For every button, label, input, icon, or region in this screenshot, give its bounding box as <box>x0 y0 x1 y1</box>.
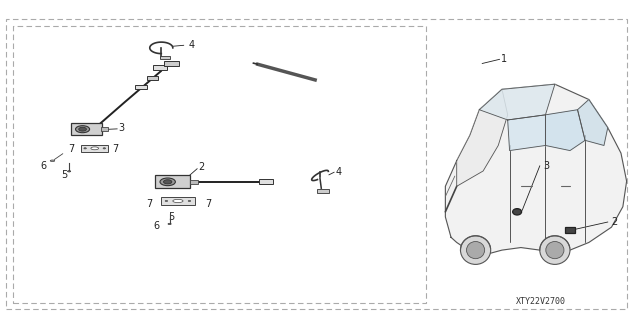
Bar <box>164 61 179 65</box>
Ellipse shape <box>188 200 191 202</box>
Bar <box>161 197 195 205</box>
Text: 6: 6 <box>153 221 159 232</box>
Bar <box>71 123 102 135</box>
Bar <box>190 180 198 184</box>
Bar <box>81 145 108 152</box>
Text: 3: 3 <box>543 161 549 171</box>
Polygon shape <box>545 110 585 151</box>
Text: 4: 4 <box>189 40 195 50</box>
Bar <box>147 76 158 80</box>
Text: 5: 5 <box>61 170 67 181</box>
Ellipse shape <box>84 148 86 149</box>
Polygon shape <box>479 84 555 120</box>
Ellipse shape <box>76 126 90 133</box>
Text: XTY22V2700: XTY22V2700 <box>516 297 566 306</box>
Text: 3: 3 <box>118 122 125 133</box>
Ellipse shape <box>164 180 172 184</box>
Ellipse shape <box>79 127 86 131</box>
Polygon shape <box>457 89 508 186</box>
Ellipse shape <box>513 209 522 215</box>
Ellipse shape <box>91 147 99 150</box>
Text: 7: 7 <box>147 198 153 209</box>
Text: 7: 7 <box>68 144 75 154</box>
Bar <box>160 56 170 59</box>
Ellipse shape <box>168 223 172 225</box>
Bar <box>153 65 167 70</box>
Bar <box>565 227 575 233</box>
Bar <box>101 127 108 131</box>
Text: 1: 1 <box>502 54 508 64</box>
Polygon shape <box>508 115 545 151</box>
Text: 6: 6 <box>40 161 47 171</box>
Ellipse shape <box>103 148 106 149</box>
Ellipse shape <box>546 241 564 259</box>
Ellipse shape <box>540 236 570 264</box>
Text: 2: 2 <box>198 162 205 173</box>
Bar <box>156 175 191 188</box>
Text: 2: 2 <box>611 217 617 227</box>
Polygon shape <box>577 100 608 145</box>
Polygon shape <box>445 84 627 255</box>
Ellipse shape <box>461 236 491 264</box>
Bar <box>259 179 273 184</box>
Bar <box>317 189 329 193</box>
Text: 7: 7 <box>112 144 118 154</box>
Text: 7: 7 <box>205 198 212 209</box>
Ellipse shape <box>68 171 70 172</box>
Ellipse shape <box>467 241 484 259</box>
Ellipse shape <box>160 178 175 186</box>
Bar <box>13 26 426 303</box>
Text: 5: 5 <box>168 212 175 222</box>
Bar <box>135 85 147 89</box>
Ellipse shape <box>165 200 168 202</box>
Ellipse shape <box>173 199 183 203</box>
Text: 4: 4 <box>336 167 342 177</box>
Ellipse shape <box>51 160 55 162</box>
